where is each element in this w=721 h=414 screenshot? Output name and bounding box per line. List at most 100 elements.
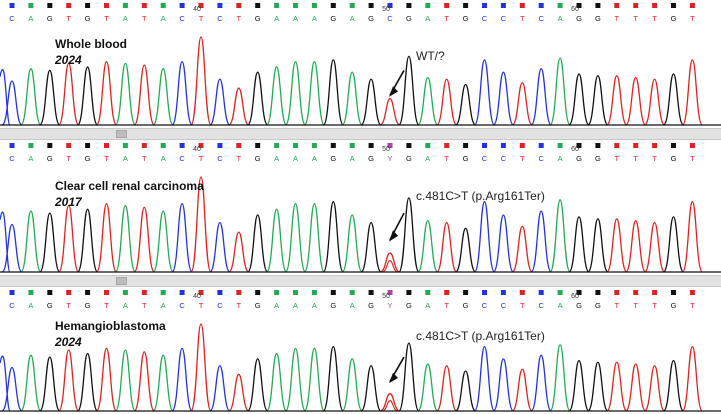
base-call-letter: C xyxy=(538,14,544,23)
base-call-marker xyxy=(349,3,355,8)
base-call-letter: T xyxy=(633,14,638,23)
base-call-letter: T xyxy=(652,154,657,163)
base-call-marker xyxy=(293,143,298,148)
base-call-letter: T xyxy=(690,301,695,310)
trace-peak xyxy=(587,218,609,273)
trace-peak xyxy=(228,373,250,412)
trace-peak xyxy=(284,60,307,126)
trace-peak xyxy=(643,78,666,126)
base-call-letter: T xyxy=(615,154,620,163)
horizontal-scrollbar[interactable] xyxy=(0,275,721,287)
base-call-marker xyxy=(217,290,223,295)
base-call-letter: T xyxy=(237,301,242,310)
base-call-letter: T xyxy=(615,301,620,310)
position-label: 60 xyxy=(571,6,579,13)
base-call-letter: A xyxy=(293,14,298,23)
base-call-marker xyxy=(576,143,582,148)
trace-peak xyxy=(20,354,42,412)
trace-peak xyxy=(530,68,552,126)
trace-peak xyxy=(39,212,61,273)
base-call-letter: G xyxy=(368,154,374,163)
trace-peak xyxy=(322,345,344,412)
base-call-letter: G xyxy=(368,301,374,310)
base-call-letter: G xyxy=(671,14,677,23)
base-call-marker xyxy=(122,290,128,295)
variant-arrow-head xyxy=(389,230,398,242)
base-call-letter: G xyxy=(595,301,601,310)
base-call-marker xyxy=(576,290,582,295)
position-label: 50 xyxy=(382,146,390,153)
base-call-marker xyxy=(652,3,658,8)
position-label: 40 xyxy=(193,146,201,153)
base-call-letter: C xyxy=(179,301,185,310)
base-call-letter: T xyxy=(652,14,657,23)
base-call-marker xyxy=(66,290,72,295)
base-call-letter: G xyxy=(595,14,601,23)
base-call-letter: G xyxy=(671,301,677,310)
base-call-letter: T xyxy=(66,14,71,23)
base-call-marker xyxy=(671,3,676,8)
trace-peak xyxy=(0,355,11,412)
trace-peak xyxy=(417,220,439,273)
trace-peak xyxy=(606,75,628,126)
secondary-peak-T xyxy=(381,260,399,273)
base-call-letter: T xyxy=(199,301,204,310)
scrollbar-thumb[interactable] xyxy=(116,277,127,285)
trace-peak xyxy=(360,78,382,126)
base-call-letter: G xyxy=(255,301,261,310)
base-call-marker xyxy=(519,290,525,295)
base-call-marker xyxy=(255,143,261,148)
trace-peak xyxy=(511,225,533,273)
trace-peak xyxy=(436,78,458,126)
base-call-marker xyxy=(122,143,128,148)
base-call-marker xyxy=(633,290,639,295)
base-call-letter: T xyxy=(237,154,242,163)
horizontal-scrollbar[interactable] xyxy=(0,128,721,140)
trace-peak xyxy=(1,80,23,126)
base-call-marker xyxy=(293,3,298,8)
trace-peak xyxy=(190,176,212,273)
base-call-marker xyxy=(293,290,298,295)
trace-peak xyxy=(473,201,496,273)
scrollbar-thumb[interactable] xyxy=(116,130,127,138)
base-call-marker xyxy=(28,3,34,8)
base-call-letter: A xyxy=(28,301,33,310)
base-call-letter: T xyxy=(444,154,449,163)
trace-peak xyxy=(625,220,647,273)
base-call-letter: T xyxy=(237,14,242,23)
base-call-marker xyxy=(104,143,109,148)
trace-peak xyxy=(247,214,269,273)
trace-peak xyxy=(95,347,118,412)
base-call-letter: A xyxy=(558,301,563,310)
base-call-marker xyxy=(633,3,639,8)
trace-peak xyxy=(341,358,363,412)
base-call-marker xyxy=(330,290,336,295)
trace-peak xyxy=(587,361,609,412)
base-call-marker xyxy=(689,143,695,148)
trace-peak xyxy=(587,75,609,126)
base-call-letter: A xyxy=(350,14,355,23)
base-call-letter: T xyxy=(520,154,525,163)
base-call-letter: C xyxy=(482,301,488,310)
variant-arrow-head xyxy=(389,86,398,97)
trace-peak xyxy=(473,345,496,412)
base-call-marker xyxy=(85,290,91,295)
base-call-letter: T xyxy=(199,14,204,23)
trace-peak xyxy=(114,349,137,412)
base-call-letter: G xyxy=(576,154,582,163)
base-call-marker xyxy=(482,143,487,148)
base-call-marker xyxy=(160,3,166,8)
trace-peak xyxy=(662,359,685,412)
trace-peak xyxy=(436,365,458,412)
trace-peak xyxy=(662,73,685,126)
base-call-letter: A xyxy=(274,14,279,23)
base-call-letter: A xyxy=(161,301,166,310)
position-label: 50 xyxy=(382,6,390,13)
base-call-marker xyxy=(614,290,620,295)
base-call-marker xyxy=(330,3,336,8)
sample-title: Clear cell renal carcinoma xyxy=(55,179,204,193)
trace-peak xyxy=(492,214,515,273)
base-call-marker xyxy=(47,3,53,8)
base-call-letter: A xyxy=(293,301,298,310)
base-call-marker xyxy=(538,3,544,8)
